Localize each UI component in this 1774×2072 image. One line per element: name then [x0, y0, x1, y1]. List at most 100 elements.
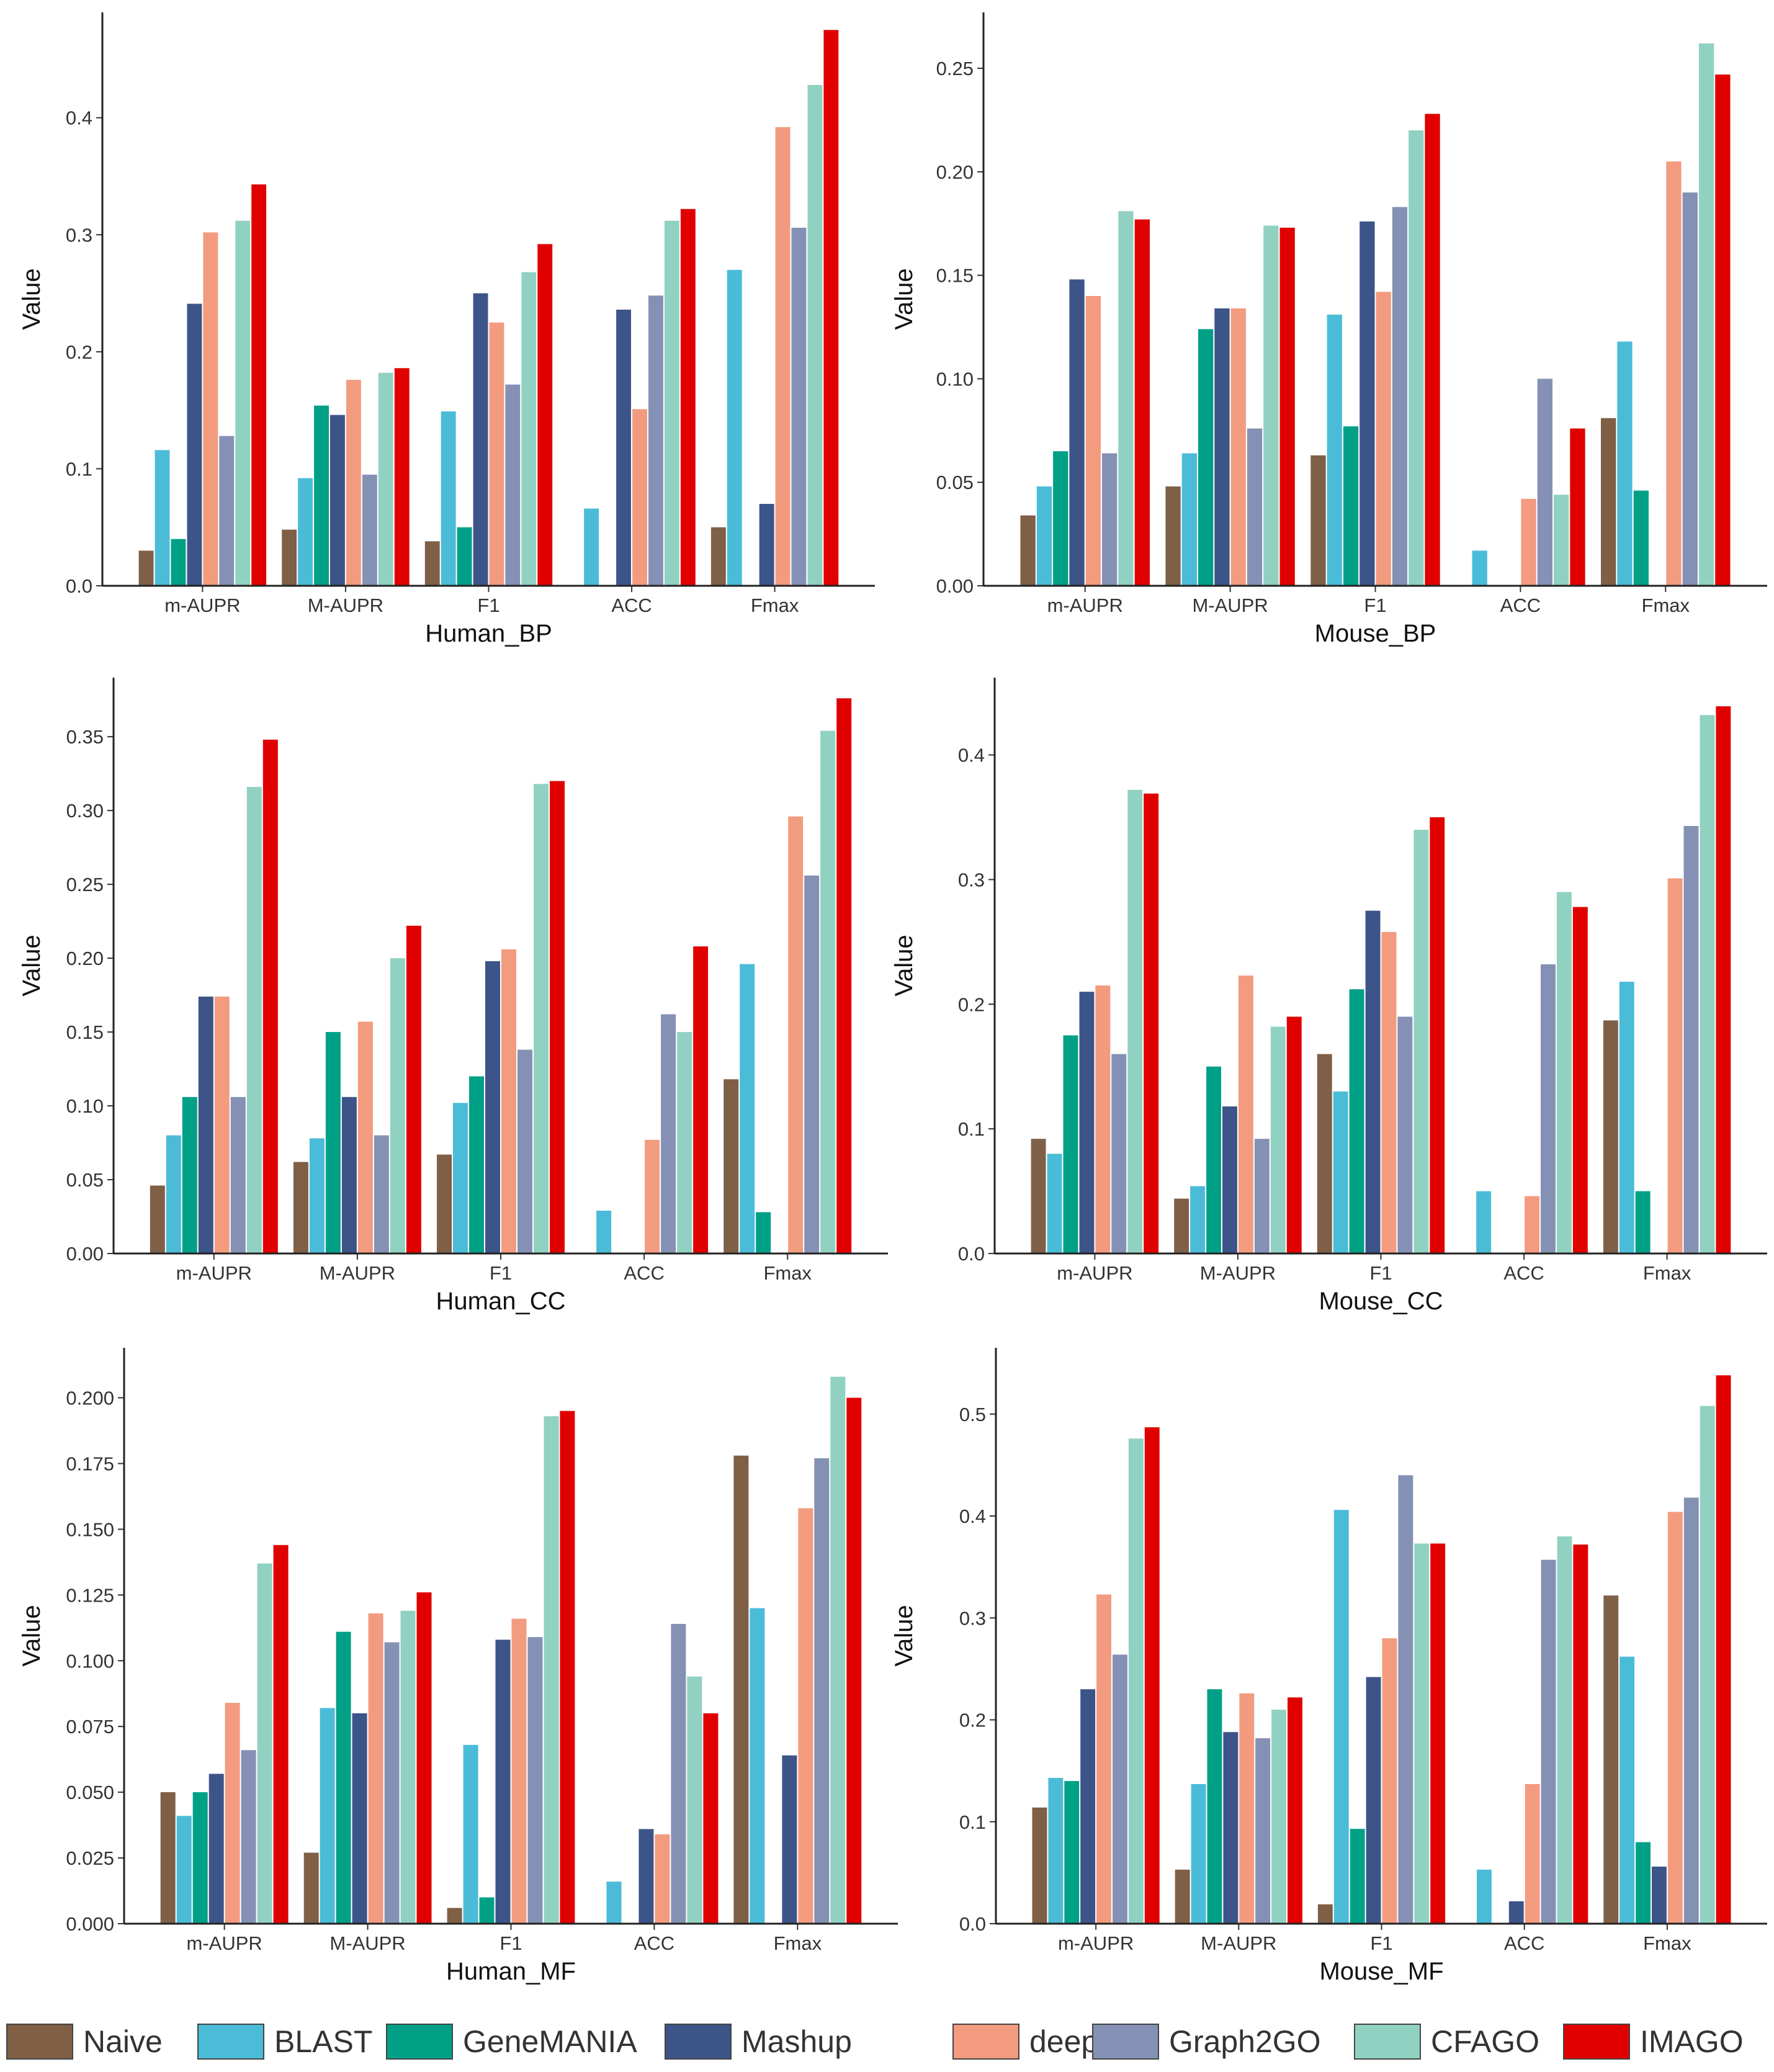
x-tick-label: Fmax [763, 1262, 812, 1284]
bar-deepnf-fmax [798, 1508, 813, 1924]
y-tick-label: 0.3 [66, 224, 92, 246]
bar-graph2go-f1 [527, 1637, 543, 1924]
y-tick-label: 0.000 [66, 1913, 114, 1935]
bar-naive-m-aupr [293, 1162, 308, 1254]
bar-graph2go-fmax [1683, 1497, 1699, 1924]
bar-deepnf-m-aupr [346, 380, 361, 586]
bar-imago-m-aupr [406, 925, 421, 1254]
bar-deepnf-m-aupr [1096, 1594, 1111, 1924]
bar-deepnf-acc [1525, 1196, 1539, 1254]
bar-naive-m-aupr [138, 550, 154, 586]
x-tick-label: m-AUPR [187, 1932, 262, 1954]
bar-blast-acc [606, 1881, 622, 1924]
bar-cfago-f1 [544, 1416, 559, 1924]
y-axis-title: Value [18, 1605, 45, 1666]
bar-cfago-acc [664, 220, 679, 586]
y-axis-title: Value [18, 935, 45, 996]
bar-naive-f1 [437, 1154, 452, 1254]
bar-mashup-f1 [495, 1639, 511, 1924]
bar-cfago-f1 [534, 784, 549, 1254]
bar-mashup-m-aupr [1214, 308, 1230, 586]
bar-mashup-f1 [485, 961, 500, 1254]
bar-naive-fmax [710, 527, 726, 586]
bar-mashup-fmax [759, 504, 774, 586]
x-tick-label: M-AUPR [1200, 1262, 1276, 1284]
legend-label: Mashup [741, 2024, 852, 2059]
bar-cfago-m-aupr [1118, 211, 1134, 586]
bar-mashup-m-aupr [187, 303, 202, 586]
chart-mouse-mf: 0.0 0.1 0.2 0.3 0.4 0.5 m-AUPR M-AUPR F1 ACC Fmax M… [890, 1348, 1767, 1985]
x-tick-label: ACC [624, 1262, 664, 1284]
bar-genemania-fmax [756, 1212, 771, 1254]
bar-deepnf-f1 [1382, 1638, 1397, 1924]
bar-imago-m-aupr [273, 1545, 289, 1924]
y-axis-title: Value [890, 935, 918, 996]
y-tick-label: 0.15 [936, 265, 974, 287]
y-tick-label: 0.35 [66, 726, 104, 748]
y-tick-label: 0.5 [959, 1404, 986, 1425]
bar-imago-acc [703, 1713, 719, 1924]
bar-deepnf-m-aupr [1085, 296, 1101, 586]
x-tick-label: F1 [1370, 1932, 1392, 1954]
y-tick-label: 0.0 [959, 1913, 986, 1935]
bar-cfago-acc [1554, 495, 1569, 586]
bar-genemania-m-aupr [1053, 451, 1068, 586]
x-tick-label: ACC [1503, 1262, 1544, 1284]
bar-deepnf-fmax [1667, 1512, 1683, 1924]
bar-genemania-fmax [1633, 490, 1649, 586]
y-tick-label: 0.4 [959, 1505, 986, 1527]
y-tick-label: 0.25 [936, 58, 974, 79]
bar-deepnf-f1 [1381, 931, 1397, 1254]
bar-mashup-m-aupr [1080, 1689, 1096, 1924]
bar-cfago-f1 [1414, 1543, 1430, 1924]
bar-blast-fmax [1619, 982, 1634, 1254]
y-tick-label: 0.05 [936, 472, 974, 493]
x-tick-label: M-AUPR [308, 594, 383, 616]
legend-item-imago: IMAGO [1563, 2022, 1744, 2061]
bar-blast-m-aupr [298, 478, 313, 586]
y-tick-label: 0.200 [66, 1388, 114, 1409]
y-tick-label: 0.100 [66, 1650, 114, 1672]
bar-genemania-m-aupr [1064, 1781, 1080, 1924]
bar-blast-m-aupr [1048, 1778, 1064, 1924]
bar-deepnf-m-aupr [1238, 975, 1253, 1254]
x-axis-title: Mouse_CC [1319, 1288, 1443, 1315]
bar-naive-m-aupr [1020, 515, 1036, 586]
bar-imago-m-aupr [262, 739, 278, 1254]
legend-label: CFAGO [1431, 2024, 1540, 2059]
legend-swatch-mashup [665, 2024, 732, 2060]
x-tick-label: ACC [611, 594, 652, 616]
x-tick-label: m-AUPR [1047, 594, 1123, 616]
y-tick-label: 0.1 [958, 1118, 985, 1140]
bar-imago-fmax [823, 30, 839, 586]
bar-cfago-f1 [521, 272, 537, 586]
bar-imago-m-aupr [1144, 1427, 1160, 1924]
bar-naive-m-aupr [150, 1185, 165, 1254]
x-tick-label: M-AUPR [1192, 594, 1268, 616]
bar-graph2go-m-aupr [1113, 1654, 1127, 1924]
bar-graph2go-m-aupr [374, 1135, 389, 1254]
bar-imago-f1 [1430, 1543, 1446, 1924]
bar-mashup-acc [1508, 1901, 1524, 1924]
y-tick-label: 0.30 [66, 800, 104, 822]
legend-label: GeneMANIA [463, 2024, 637, 2059]
x-axis-title: Mouse_BP [1315, 620, 1436, 647]
legend-label: Graph2GO [1169, 2024, 1321, 2059]
legend-item-blast: BLAST [197, 2022, 372, 2061]
chart-human-bp: 0.0 0.1 0.2 0.3 0.4 m-AUPR M-AUPR F1 ACC Fmax Huma… [18, 12, 875, 647]
y-tick-label: 0.0 [66, 575, 92, 597]
x-tick-label: Fmax [1643, 1262, 1691, 1284]
bar-naive-m-aupr [303, 1852, 319, 1924]
x-tick-label: F1 [490, 1262, 512, 1284]
bar-blast-m-aupr [309, 1138, 325, 1254]
bar-imago-f1 [550, 781, 565, 1254]
bar-graph2go-f1 [1392, 207, 1408, 586]
bar-deepnf-f1 [1376, 292, 1391, 586]
y-tick-label: 0.10 [66, 1095, 104, 1117]
bar-genemania-f1 [457, 527, 472, 586]
bar-deepnf-fmax [775, 127, 791, 586]
bar-genemania-f1 [1343, 426, 1359, 586]
bar-naive-fmax [1603, 1595, 1619, 1924]
bar-blast-fmax [740, 964, 755, 1254]
bar-blast-f1 [1327, 315, 1342, 586]
